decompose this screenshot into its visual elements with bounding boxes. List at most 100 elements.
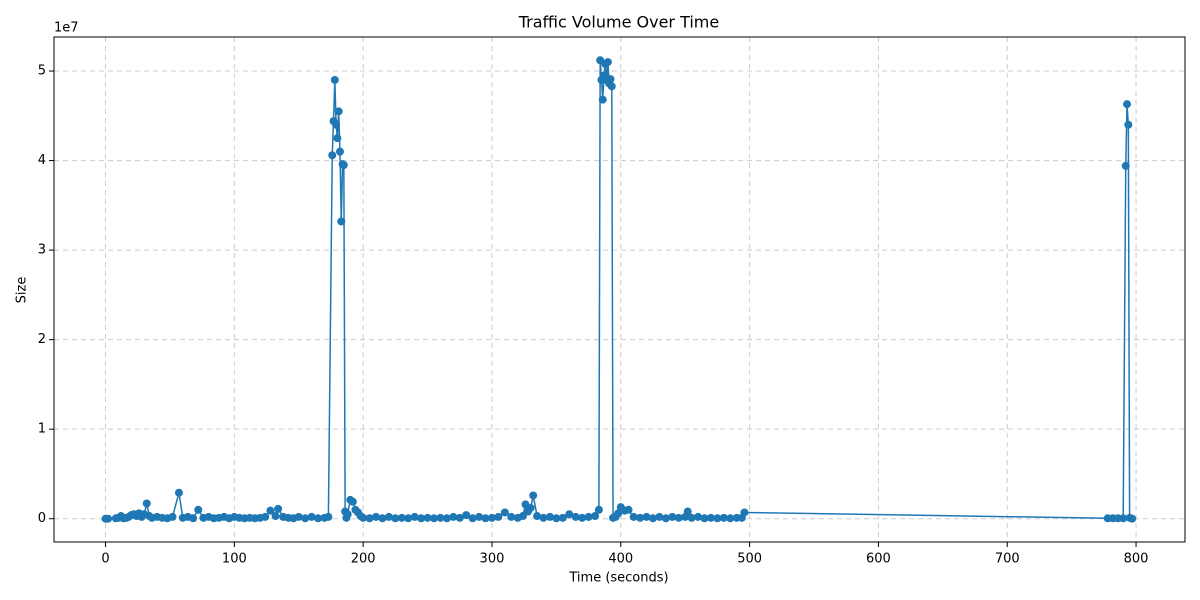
data-point <box>333 134 342 143</box>
data-point <box>578 513 587 522</box>
data-point <box>500 508 509 517</box>
y-tick-label: 4 <box>38 153 46 168</box>
y-tick-label: 3 <box>38 243 46 258</box>
data-point <box>694 512 703 521</box>
data-point <box>449 512 458 521</box>
data-point <box>455 513 464 522</box>
data-point <box>726 514 735 523</box>
data-point <box>700 514 709 523</box>
data-point <box>365 514 374 523</box>
data-point <box>526 503 535 512</box>
data-point <box>174 488 183 497</box>
data-point <box>442 514 451 523</box>
data-point <box>189 514 198 523</box>
data-point <box>343 510 352 519</box>
data-point <box>719 513 728 522</box>
x-tick-label: 600 <box>866 552 891 567</box>
data-point <box>1128 514 1137 523</box>
x-tick-label: 800 <box>1124 552 1149 567</box>
data-point <box>507 512 516 521</box>
plot-frame <box>53 36 1186 543</box>
data-point <box>539 513 548 522</box>
data-point <box>430 514 439 523</box>
data-point <box>529 491 538 500</box>
y-tick-label: 5 <box>38 64 46 79</box>
data-point <box>423 513 432 522</box>
data-point <box>417 514 426 523</box>
x-tick-label: 300 <box>480 552 505 567</box>
series-line <box>105 60 1133 521</box>
data-point <box>436 513 445 522</box>
data-point <box>391 514 400 523</box>
data-point <box>142 499 151 508</box>
data-point <box>487 513 496 522</box>
data-point <box>603 58 612 67</box>
data-point <box>591 512 600 521</box>
data-point <box>335 147 344 156</box>
data-point <box>687 513 696 522</box>
data-point <box>307 512 316 521</box>
data-point <box>384 512 393 521</box>
data-point <box>706 513 715 522</box>
data-point <box>332 120 341 129</box>
data-point <box>261 512 270 521</box>
data-point <box>558 513 567 522</box>
data-point <box>655 512 664 521</box>
data-point <box>462 511 471 520</box>
x-axis-label: Time (seconds) <box>568 571 668 586</box>
data-point <box>598 95 607 104</box>
y-tick-label: 0 <box>38 511 46 526</box>
data-point <box>533 512 542 521</box>
data-point <box>274 504 283 513</box>
x-tick-label: 200 <box>351 552 376 567</box>
data-point <box>668 512 677 521</box>
data-point <box>481 514 490 523</box>
data-point <box>314 514 323 523</box>
data-point <box>410 512 419 521</box>
data-point <box>740 508 749 517</box>
data-point <box>475 512 484 521</box>
y-offset-label: 1e7 <box>54 21 79 36</box>
data-point <box>271 512 280 521</box>
x-tick-label: 400 <box>608 552 633 567</box>
data-point <box>328 151 337 160</box>
data-point <box>378 514 387 523</box>
data-point <box>545 512 554 521</box>
x-tick-label: 0 <box>101 552 109 567</box>
data-point <box>594 505 603 514</box>
data-point <box>397 513 406 522</box>
data-point <box>104 514 113 523</box>
data-point <box>1121 161 1130 170</box>
data-point <box>468 514 477 523</box>
data-point <box>607 82 616 91</box>
x-tick-label: 500 <box>737 552 762 567</box>
chart-title: Traffic Volume Over Time <box>518 13 719 32</box>
data-point <box>359 513 368 522</box>
data-point <box>518 512 527 521</box>
y-axis-label: Size <box>15 277 30 304</box>
data-point <box>606 75 615 84</box>
data-point <box>330 75 339 84</box>
data-point <box>404 514 413 523</box>
data-point <box>334 107 343 116</box>
data-point <box>642 512 651 521</box>
data-point <box>348 497 357 506</box>
data-point <box>614 509 623 518</box>
data-point <box>194 505 203 514</box>
data-point <box>624 505 633 514</box>
data-point <box>1124 120 1133 129</box>
data-point <box>584 512 593 521</box>
data-point <box>661 514 670 523</box>
data-point <box>266 506 275 515</box>
data-point <box>552 514 561 523</box>
data-point <box>636 513 645 522</box>
data-point <box>294 512 303 521</box>
data-point <box>1119 514 1128 523</box>
data-point <box>713 514 722 523</box>
data-point <box>494 512 503 521</box>
data-point <box>339 161 348 170</box>
data-point <box>565 510 574 519</box>
data-point <box>629 512 638 521</box>
data-point <box>1123 100 1132 109</box>
